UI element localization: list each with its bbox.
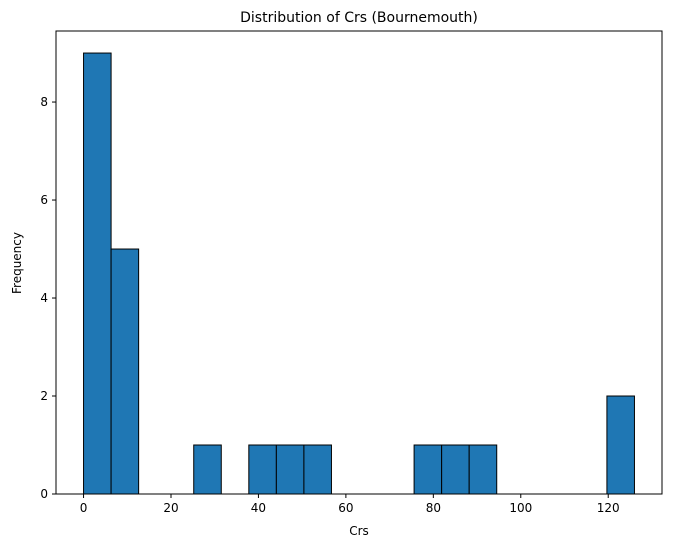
x-tick-label: 20 xyxy=(163,501,178,515)
histogram-bar xyxy=(468,444,498,495)
x-tick-label: 60 xyxy=(338,501,353,515)
x-tick-label: 0 xyxy=(80,501,88,515)
y-tick-label: 4 xyxy=(40,291,48,305)
histogram-bar xyxy=(441,444,470,495)
y-tick-label: 0 xyxy=(40,487,48,501)
x-tick-label: 40 xyxy=(251,501,266,515)
y-axis-label: Frequency xyxy=(10,232,24,294)
histogram-bar xyxy=(193,444,222,495)
histogram-bar xyxy=(413,444,443,495)
histogram-bar xyxy=(83,52,112,495)
x-tick-label: 100 xyxy=(509,501,532,515)
histogram-bar xyxy=(248,444,277,495)
chart-title: Distribution of Crs (Bournemouth) xyxy=(240,10,478,26)
plot-frame xyxy=(55,30,663,495)
x-tick-label: 120 xyxy=(597,501,620,515)
x-axis-label: Crs xyxy=(349,524,369,538)
histogram-bar xyxy=(303,444,332,495)
x-tick-label: 80 xyxy=(426,501,441,515)
y-tick-label: 6 xyxy=(40,193,48,207)
y-tick-label: 8 xyxy=(40,95,48,109)
histogram-bar xyxy=(606,395,635,495)
y-tick-label: 2 xyxy=(40,389,48,403)
bars-group xyxy=(83,52,635,495)
histogram-bar xyxy=(110,248,140,495)
x-axis-ticks: 0 20 40 60 80 100 120 xyxy=(80,494,620,515)
y-axis-ticks: 0 2 4 6 8 xyxy=(40,95,56,501)
histogram-bar xyxy=(275,444,305,495)
